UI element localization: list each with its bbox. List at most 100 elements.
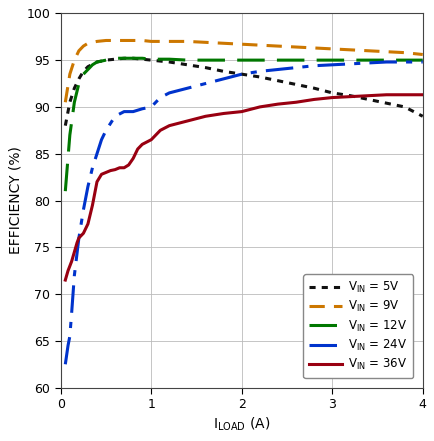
V_IN = 24V [65,343,70,348]
V_IN = 24V [419,60,424,65]
V_IN = 24V [401,60,406,65]
V_IN = 36V [148,137,154,142]
V_IN = 5V [67,100,72,105]
V_IN = 24V [329,62,334,67]
V_IN = 9V [220,41,226,46]
Line: V_IN = 24V: V_IN = 24V [65,62,422,364]
V_IN = 5V [311,86,316,91]
V_IN = 36V [365,93,370,98]
V_IN = 24V [139,106,145,112]
V_IN = 12V [347,57,352,63]
V_IN = 12V [365,57,370,63]
V_IN = 5V [72,86,77,91]
V_IN = 9V [419,52,424,57]
V_IN = 36V [293,100,298,105]
V_IN = 5V [293,82,298,87]
V_IN = 36V [112,167,118,172]
V_IN = 9V [81,44,86,49]
V_IN = 36V [72,249,77,254]
V_IN = 12V [203,57,208,63]
V_IN = 24V [275,67,280,72]
Line: V_IN = 9V: V_IN = 9V [65,41,422,102]
V_IN = 36V [311,97,316,102]
V_IN = 12V [311,57,316,63]
V_IN = 36V [130,156,135,161]
V_IN = 5V [130,56,135,61]
V_IN = 36V [239,109,244,114]
V_IN = 36V [347,94,352,99]
V_IN = 9V [121,38,126,43]
V_IN = 9V [275,44,280,49]
V_IN = 5V [166,60,171,65]
V_IN = 12V [72,100,77,105]
V_IN = 9V [76,48,81,53]
V_IN = 24V [67,333,72,339]
V_IN = 12V [81,71,86,77]
V_IN = 36V [158,128,163,133]
V_IN = 12V [103,57,108,63]
V_IN = 12V [220,57,226,63]
Line: V_IN = 5V: V_IN = 5V [65,58,422,126]
V_IN = 36V [117,165,122,170]
V_IN = 12V [329,57,334,63]
V_IN = 36V [256,104,262,109]
V_IN = 36V [329,95,334,100]
V_IN = 9V [184,39,190,44]
V_IN = 5V [383,101,388,106]
V_IN = 5V [220,69,226,74]
V_IN = 24V [311,63,316,68]
V_IN = 24V [220,76,226,82]
V_IN = 12V [121,56,126,61]
V_IN = 24V [383,60,388,65]
V_IN = 36V [67,263,72,269]
V_IN = 36V [103,170,108,175]
V_IN = 12V [401,57,406,63]
V_IN = 12V [275,57,280,63]
V_IN = 9V [383,49,388,54]
V_IN = 12V [184,57,190,63]
V_IN = 9V [203,40,208,45]
V_IN = 5V [275,78,280,83]
V_IN = 9V [256,42,262,48]
V_IN = 24V [293,65,298,70]
V_IN = 36V [135,146,140,152]
V_IN = 12V [76,81,81,86]
V_IN = 24V [69,310,74,315]
V_IN = 36V [275,101,280,107]
V_IN = 9V [148,39,154,44]
V_IN = 5V [76,76,81,82]
V_IN = 12V [239,57,244,63]
V_IN = 36V [383,92,388,97]
V_IN = 24V [76,235,81,241]
V_IN = 36V [139,142,145,147]
V_IN = 5V [203,65,208,70]
V_IN = 36V [69,259,74,264]
V_IN = 9V [94,39,99,44]
V_IN = 9V [166,39,171,44]
V_IN = 36V [184,118,190,123]
V_IN = 24V [166,90,171,96]
V_IN = 24V [365,60,370,66]
V_IN = 9V [239,41,244,47]
V_IN = 9V [293,45,298,50]
V_IN = 36V [126,162,131,168]
V_IN = 5V [81,69,86,74]
V_IN = 24V [85,184,90,189]
V_IN = 12V [293,57,298,63]
V_IN = 24V [121,109,126,114]
V_IN = 12V [130,56,135,61]
V_IN = 12V [139,56,145,61]
V_IN = 36V [74,240,79,245]
V_IN = 9V [401,50,406,55]
V_IN = 24V [184,86,190,91]
V_IN = 5V [256,75,262,80]
V_IN = 36V [108,168,113,173]
V_IN = 9V [112,38,118,43]
Y-axis label: EFFICIENCY (%): EFFICIENCY (%) [8,146,22,254]
V_IN = 36V [94,179,99,184]
V_IN = 24V [130,109,135,114]
V_IN = 24V [81,207,86,213]
V_IN = 36V [76,235,81,241]
V_IN = 9V [365,48,370,53]
V_IN = 24V [256,69,262,74]
